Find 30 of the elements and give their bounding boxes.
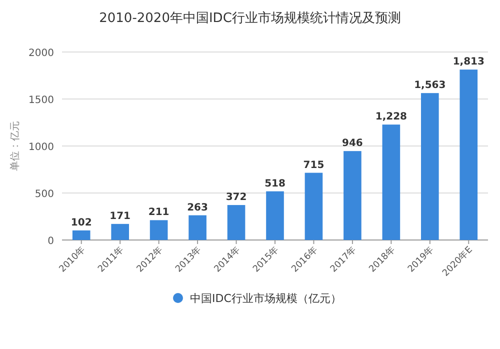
data-label: 102 [70, 217, 92, 228]
data-label: 263 [187, 202, 208, 214]
bar [460, 70, 478, 240]
y-tick-label: 500 [34, 189, 54, 200]
bar [150, 220, 168, 240]
data-label: 171 [110, 210, 131, 222]
data-label: 1,813 [452, 56, 484, 68]
data-label: 1,563 [414, 80, 446, 92]
bar [72, 230, 90, 240]
data-label: 518 [264, 178, 286, 190]
bar [304, 172, 323, 240]
bar [227, 205, 246, 240]
data-label: 211 [148, 207, 170, 218]
y-tick-label: 2000 [28, 48, 54, 59]
data-label: 715 [303, 160, 324, 171]
legend-label: 中国IDC行业市场规模（亿元） [190, 292, 342, 305]
y-tick-label: 0 [48, 236, 54, 247]
bar [382, 124, 400, 240]
bar [111, 224, 129, 240]
bar [421, 93, 439, 240]
y-tick-label: 1500 [28, 95, 54, 106]
data-label: 372 [226, 192, 247, 204]
bar [344, 151, 362, 240]
bar [188, 215, 206, 240]
data-label: 1,228 [375, 112, 408, 123]
y-axis-title: 单位：亿元 [9, 121, 21, 171]
y-tick-label: 1000 [28, 142, 54, 153]
data-label: 946 [342, 138, 363, 150]
chart-title: 2010-2020年中国IDC行业市场规模统计情况及预测 [99, 11, 401, 26]
bar [266, 191, 284, 240]
